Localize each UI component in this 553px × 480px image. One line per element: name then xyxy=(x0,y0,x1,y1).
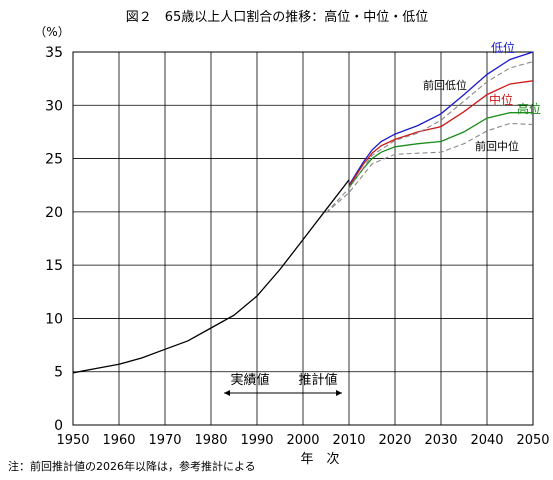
actual-annotation: 実績値 xyxy=(230,372,269,388)
series-lines xyxy=(72,51,534,374)
series-line-5 xyxy=(325,122,534,214)
series-label-4: 前回低位 xyxy=(423,78,467,92)
period-arrow xyxy=(224,390,342,396)
series-label-1: 低位 xyxy=(491,40,515,55)
y-tick-labels: 0 5 10 15 20 25 30 35 xyxy=(45,45,63,434)
x-tick-label: 1990 xyxy=(240,433,273,448)
y-tick-label: 30 xyxy=(45,98,63,114)
projection-annotation: 推計値 xyxy=(298,372,337,388)
x-tick-label: 1970 xyxy=(148,433,181,448)
x-tick-label: 1950 xyxy=(56,433,89,448)
y-axis-label: （%） xyxy=(34,25,69,39)
series-line-1 xyxy=(348,51,534,186)
series-line-4 xyxy=(325,61,534,214)
grid xyxy=(72,51,534,426)
y-tick-label: 0 xyxy=(54,418,63,434)
y-tick-label: 10 xyxy=(45,311,63,327)
x-tick-label: 2000 xyxy=(286,433,319,448)
x-tick-label: 1960 xyxy=(102,433,135,448)
plot-frame xyxy=(72,51,534,426)
x-tick-label: 2020 xyxy=(378,433,411,448)
y-tick-label: 5 xyxy=(54,365,63,381)
x-tick-label: 2050 xyxy=(516,433,549,448)
y-tick-label: 25 xyxy=(45,152,63,168)
x-tick-label: 1980 xyxy=(194,433,227,448)
series-line-2 xyxy=(348,80,534,187)
x-tick-labels: 1950 1960 1970 1980 1990 2000 2010 2020 2030 2040… xyxy=(56,433,549,448)
footnote: 注：前回推計値の2026年以降は，参考推計による xyxy=(8,459,256,473)
y-tick-label: 20 xyxy=(45,205,63,221)
chart-title: 図２ 65歳以上人口割合の推移：高位・中位・低位 xyxy=(126,9,429,25)
x-axis-label: 年 次 xyxy=(300,451,339,467)
series-label-5: 前回中位 xyxy=(475,139,519,153)
series-label-2: 中位 xyxy=(489,92,513,107)
series-label-3: 高位 xyxy=(517,101,541,116)
series-line-0 xyxy=(72,179,350,374)
x-tick-label: 2010 xyxy=(332,433,365,448)
series-line-3 xyxy=(348,112,533,188)
y-tick-label: 15 xyxy=(45,258,63,274)
y-tick-label: 35 xyxy=(45,45,63,61)
x-tick-label: 2030 xyxy=(424,433,457,448)
x-tick-label: 2040 xyxy=(470,433,503,448)
